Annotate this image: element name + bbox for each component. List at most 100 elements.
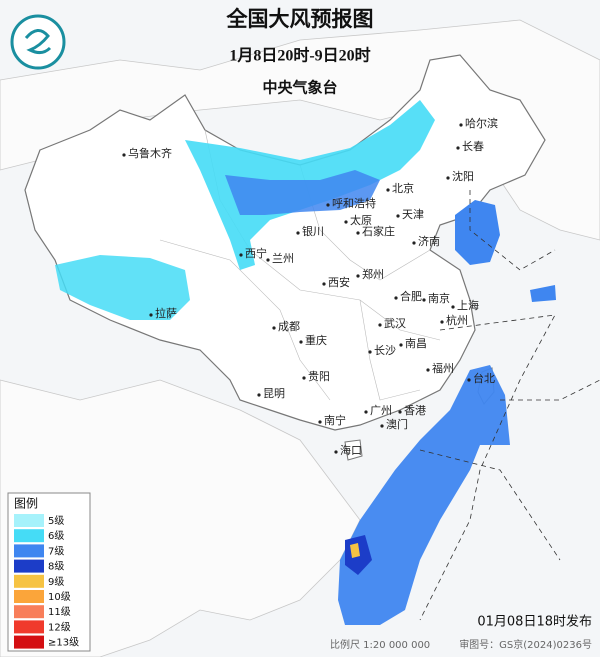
legend-label: 11级 — [48, 606, 71, 618]
city-label: 重庆 — [305, 333, 327, 347]
city-dot — [394, 296, 398, 300]
city-label: 长春 — [462, 140, 484, 153]
legend-label: 10级 — [48, 591, 71, 603]
city-dot — [398, 410, 402, 414]
review-number: 审图号：GS京(2024)0236号 — [459, 638, 592, 651]
city-label: 石家庄 — [362, 224, 395, 238]
city-label: 成都 — [278, 320, 300, 333]
city-label: 南昌 — [405, 337, 427, 350]
hainan-island — [344, 439, 363, 461]
map-scale: 比例尺 1:20 000 000 — [330, 638, 430, 651]
city-label: 海口 — [340, 443, 362, 457]
wind-areas — [55, 100, 556, 625]
subtitle: 1月8日20时-9日20时 — [229, 47, 370, 65]
city-dot — [456, 146, 460, 150]
legend-swatch — [14, 620, 44, 634]
city-label: 西宁 — [245, 246, 267, 260]
city-dot — [368, 350, 372, 354]
city-dot — [302, 376, 306, 380]
legend-label: 8级 — [48, 561, 64, 573]
city-label: 哈尔滨 — [465, 116, 498, 130]
city-dot — [446, 176, 450, 180]
wind-area-7 — [530, 285, 556, 302]
wind-area-7 — [338, 365, 510, 625]
city-dot — [380, 424, 384, 428]
city-label: 天津 — [402, 208, 424, 221]
city-label: 济南 — [418, 234, 440, 248]
wind-area-7 — [455, 200, 500, 265]
city-dot — [322, 282, 326, 286]
city-dot — [426, 368, 430, 372]
city-label: 长沙 — [374, 344, 396, 357]
city-dot — [467, 378, 471, 382]
city-dot — [378, 323, 382, 327]
sea-zone-lines — [419, 190, 600, 621]
city-dot — [386, 188, 390, 192]
city-label: 澳门 — [386, 417, 408, 431]
city-dot — [422, 298, 426, 302]
city-dot — [399, 343, 403, 347]
city-label: 杭州 — [446, 313, 468, 327]
city-label: 乌鲁木齐 — [128, 146, 172, 160]
legend-items: 5级 6级 7级 8级 9级 10级 11级 12级 ≥13级 — [14, 514, 79, 649]
wind-area-7 — [225, 170, 380, 215]
city-label: 福州 — [432, 361, 454, 375]
city-dot — [272, 326, 276, 330]
legend-swatch — [14, 544, 44, 558]
city-label: 香港 — [404, 404, 426, 417]
city-label: 广州 — [370, 404, 392, 417]
city-dot — [334, 450, 338, 454]
city-label: 西安 — [328, 275, 350, 289]
city-label: 太原 — [350, 214, 372, 227]
legend-label: 7级 — [48, 545, 64, 557]
city-dot — [122, 153, 126, 157]
city-label: 拉萨 — [155, 306, 177, 320]
city-label: 贵阳 — [308, 370, 330, 383]
city-dot — [412, 241, 416, 245]
city-label: 银川 — [302, 224, 324, 238]
wind-area-6 — [55, 255, 190, 320]
city-label: 武汉 — [384, 317, 406, 330]
city-dot — [459, 123, 463, 127]
city-dot — [356, 274, 360, 278]
legend-label: ≥13级 — [48, 637, 79, 649]
legend-label: 9级 — [48, 576, 64, 588]
city-label: 北京 — [392, 181, 414, 195]
legend-swatch — [14, 605, 44, 619]
city-label: 合肥 — [400, 289, 422, 303]
logo-mark — [24, 29, 52, 55]
legend-swatch — [14, 529, 44, 543]
city-dot — [257, 393, 261, 397]
title: 全国大风预报图 — [226, 7, 374, 31]
city-dot — [299, 340, 303, 344]
logo — [10, 14, 66, 70]
wind-area-9 — [350, 543, 360, 558]
city-label: 沈阳 — [452, 169, 474, 183]
city-label: 台北 — [473, 371, 495, 385]
city-dot — [318, 420, 322, 424]
city-dot — [356, 231, 360, 235]
legend-swatch — [14, 635, 44, 649]
city-dot — [364, 410, 368, 414]
legend-label: 5级 — [48, 515, 64, 527]
city-label: 昆明 — [263, 387, 285, 400]
city-dot — [149, 313, 153, 317]
city-label: 呼和浩特 — [332, 196, 376, 210]
city-dot — [440, 320, 444, 324]
legend-swatch — [14, 574, 44, 588]
city-dot — [266, 258, 270, 262]
city-dot — [296, 231, 300, 235]
city-label: 郑州 — [362, 267, 384, 281]
legend-label: 6级 — [48, 530, 64, 542]
city-dot — [451, 305, 455, 309]
city-dot — [239, 253, 243, 257]
city-label: 南宁 — [324, 413, 346, 427]
legend-swatch — [14, 514, 44, 527]
legend-swatch — [14, 590, 44, 603]
city-dot — [396, 214, 400, 218]
legend-swatch — [14, 559, 44, 573]
city-label: 上海 — [457, 298, 479, 312]
